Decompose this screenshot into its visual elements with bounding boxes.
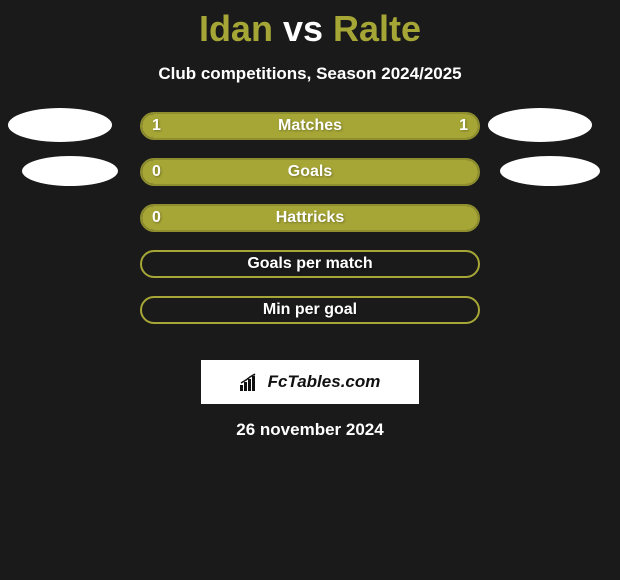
page-title: Idan vs Ralte (0, 0, 620, 50)
logo-text: FcTables.com (268, 372, 381, 392)
bar-track: 0Hattricks (140, 204, 480, 232)
stat-row: Goals per match (0, 250, 620, 296)
bar-fill (142, 206, 478, 230)
title-vs: vs (283, 8, 323, 49)
stat-row: Min per goal (0, 296, 620, 342)
bar-right-value: 1 (449, 114, 478, 138)
oval-left (22, 156, 118, 186)
bar-label: Min per goal (142, 298, 478, 322)
bar-left-value: 0 (142, 206, 171, 230)
logo-box: FcTables.com (201, 360, 419, 404)
oval-right (500, 156, 600, 186)
bar-track: Min per goal (140, 296, 480, 324)
date: 26 november 2024 (0, 420, 620, 440)
bar-track: Goals per match (140, 250, 480, 278)
oval-left (8, 108, 112, 142)
comparison-rows: 11Matches0Goals0HattricksGoals per match… (0, 112, 620, 342)
bar-left-value: 0 (142, 160, 171, 184)
oval-right (488, 108, 592, 142)
title-player1: Idan (199, 8, 273, 49)
bar-fill (142, 160, 478, 184)
chart-icon (240, 373, 262, 391)
subtitle: Club competitions, Season 2024/2025 (0, 64, 620, 84)
title-player2: Ralte (333, 8, 421, 49)
stat-row: 11Matches (0, 112, 620, 158)
bar-label: Goals per match (142, 252, 478, 276)
bar-fill (142, 114, 478, 138)
bar-track: 0Goals (140, 158, 480, 186)
bar-left-value: 1 (142, 114, 171, 138)
bar-track: 11Matches (140, 112, 480, 140)
stat-row: 0Goals (0, 158, 620, 204)
stat-row: 0Hattricks (0, 204, 620, 250)
